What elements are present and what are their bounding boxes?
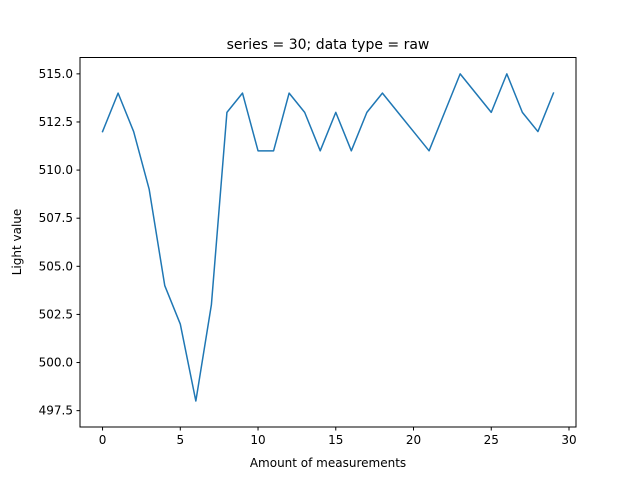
- y-tick-label: 507.5: [39, 211, 73, 225]
- y-axis-label: Light value: [10, 209, 24, 276]
- series-line-0: [101, 73, 555, 402]
- y-tick-label: 512.5: [39, 115, 73, 129]
- chart-title: series = 30; data type = raw: [227, 37, 430, 53]
- y-tick-label: 502.5: [39, 307, 73, 321]
- y-tick-label: 510.0: [39, 163, 73, 177]
- y-tick-label: 500.0: [39, 356, 73, 370]
- x-axis-label: Amount of measurements: [250, 456, 406, 470]
- plot-frame: [79, 57, 577, 428]
- y-tick-label: 515.0: [39, 67, 73, 81]
- x-tick-label: 30: [561, 433, 576, 447]
- plot-area: [101, 73, 555, 402]
- x-axis: 0 5 10 15 20 25 30: [99, 427, 577, 447]
- x-tick-label: 20: [406, 433, 421, 447]
- y-tick-label: 497.5: [39, 404, 73, 418]
- x-tick-label: 0: [99, 433, 107, 447]
- x-tick-label: 5: [176, 433, 184, 447]
- x-tick-label: 25: [484, 433, 499, 447]
- x-tick-label: 10: [250, 433, 265, 447]
- y-tick-label: 505.0: [39, 259, 73, 273]
- y-axis: 497.5 500.0 502.5 505.0 507.5 510.0 512.5 515.0: [39, 67, 80, 418]
- x-tick-label: 15: [328, 433, 343, 447]
